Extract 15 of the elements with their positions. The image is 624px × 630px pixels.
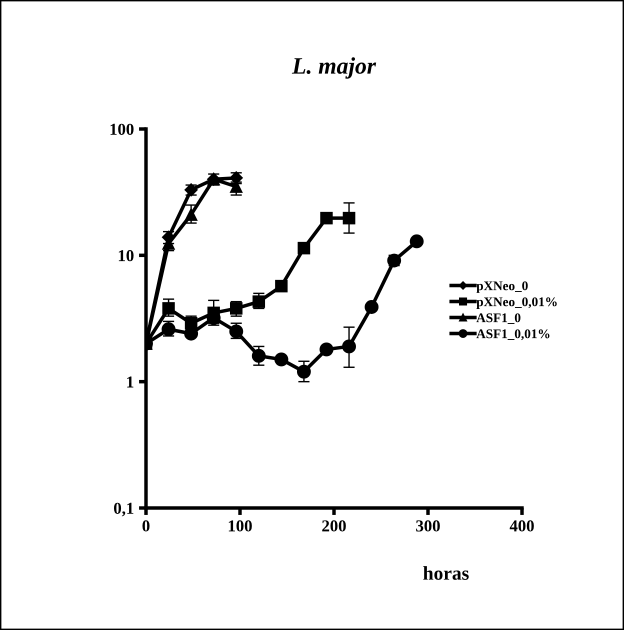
legend-label: ASF1_0 [476,313,520,324]
x-tick-label: 400 [510,520,534,532]
x-tick-label: 200 [322,520,346,532]
y-tick-label: 10 [118,250,134,262]
chart-title: L. major [292,57,376,79]
legend-label: ASF1_0,01% [476,329,550,340]
x-tick-label: 300 [416,520,440,532]
legend-label: pXNeo_0,01% [476,297,557,309]
y-tick-label: 1 [127,376,134,388]
y-tick-label: 100 [110,124,134,135]
x-tick-label: 100 [228,520,252,532]
x-axis-title: horas [423,566,469,580]
x-tick-label: 0 [142,520,150,532]
legend-label: pXNeo_0 [476,281,528,293]
y-tick-label: 0,1 [114,502,134,516]
